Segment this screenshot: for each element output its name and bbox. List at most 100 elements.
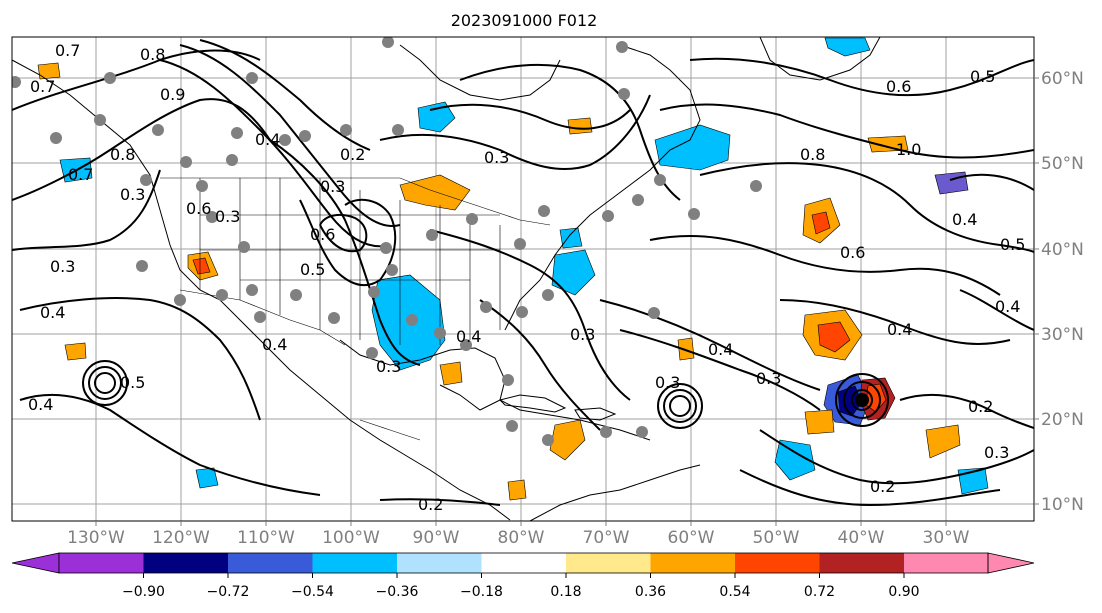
- borders: [160, 177, 551, 441]
- station-marker: [506, 420, 518, 432]
- contour-label: 0.4: [995, 297, 1020, 316]
- contour-label: 0.2: [418, 495, 443, 514]
- lat-label: 10°N: [1041, 495, 1084, 515]
- station-marker: [196, 180, 208, 192]
- shaded-positive: [64, 342, 87, 361]
- colorbar-tick-label: 0.72: [804, 584, 835, 600]
- contour-line: [12, 169, 161, 251]
- contour-line: [299, 198, 397, 287]
- shaded-positive-strong: [192, 257, 211, 275]
- cyclone-ring: [82, 360, 128, 406]
- contour-label: 0.6: [840, 243, 865, 262]
- contour-line: [739, 469, 1001, 507]
- station-marker: [174, 294, 186, 306]
- contour-label: 0.5: [1000, 235, 1025, 254]
- lon-label: 80°W: [498, 528, 545, 548]
- contour-line: [12, 49, 261, 111]
- station-marker: [368, 286, 380, 298]
- contour-line: [319, 213, 368, 253]
- contour-label: 0.6: [886, 77, 911, 96]
- contour-line: [179, 44, 401, 227]
- contour-label: 0.3: [320, 177, 345, 196]
- contour-line: [949, 173, 1034, 191]
- lon-label: 50°W: [753, 528, 800, 548]
- coastline-atlantic: [504, 44, 701, 331]
- colorbar-tick-label: −0.36: [376, 584, 419, 600]
- contour-label: 0.4: [887, 320, 912, 339]
- contour-label: 0.5: [120, 373, 145, 392]
- coastline-gulf: [339, 339, 506, 411]
- lon-label: 130°W: [67, 528, 125, 548]
- colorbar-extend-max: [987, 552, 1035, 574]
- contour-label: 0.3: [984, 443, 1009, 462]
- contour-label: 0.4: [708, 340, 733, 359]
- contour-label: 0.8: [110, 145, 135, 164]
- latitude-labels: 60°N 50°N 40°N 30°N 20°N 10°N: [1041, 69, 1084, 515]
- station-marker: [502, 374, 514, 386]
- contour-label: 0.4: [456, 327, 481, 346]
- station-marker: [246, 284, 258, 296]
- station-marker: [542, 289, 554, 301]
- lon-label: 40°W: [838, 528, 885, 548]
- cyclone-ring: [835, 373, 889, 427]
- station-marker: [480, 301, 492, 313]
- shaded-positive: [507, 479, 527, 501]
- station-marker: [246, 72, 258, 84]
- station-marker: [254, 311, 266, 323]
- contour-label: 0.3: [655, 373, 680, 392]
- colorbar: −0.90 −0.72 −0.54 −0.36 −0.18 0.18 0.36 …: [11, 552, 1035, 600]
- station-marker: [340, 124, 352, 136]
- station-marker: [466, 213, 478, 225]
- station-markers: [12, 37, 762, 446]
- lat-label: 50°N: [1041, 154, 1084, 174]
- colorbar-segment: [819, 553, 904, 573]
- station-marker: [152, 124, 164, 136]
- station-marker: [602, 210, 614, 222]
- contour-line: [19, 393, 321, 496]
- lon-label: 120°W: [152, 528, 210, 548]
- station-marker: [279, 134, 291, 146]
- cyclone-ring: [657, 383, 703, 429]
- contour-line: [429, 103, 631, 130]
- contour-lines: [12, 39, 1034, 507]
- contour-label: 0.2: [968, 397, 993, 416]
- station-marker: [426, 229, 438, 241]
- colorbar-segment: [650, 553, 735, 573]
- station-marker: [632, 194, 644, 206]
- station-marker: [618, 88, 630, 100]
- colorbar-segment: [904, 553, 988, 573]
- coastlines: [12, 37, 881, 521]
- shaded-positive: [567, 117, 593, 135]
- station-marker: [290, 289, 302, 301]
- station-marker: [616, 41, 628, 53]
- station-marker: [231, 127, 243, 139]
- state-lines: [199, 178, 501, 345]
- station-marker: [216, 289, 228, 301]
- colorbar-tick-label: 0.54: [719, 584, 750, 600]
- contour-label: 0.3: [570, 325, 595, 344]
- colorbar-border: [58, 552, 989, 574]
- contour-label: 1.0: [896, 140, 921, 159]
- station-marker: [226, 154, 238, 166]
- colorbar-segment: [566, 553, 651, 573]
- contour-line: [479, 299, 601, 431]
- station-marker: [636, 426, 648, 438]
- colorbar-tick-labels: −0.90 −0.72 −0.54 −0.36 −0.18 0.18 0.36 …: [122, 584, 920, 600]
- cyclone-ring: [843, 381, 881, 419]
- contour-label: 0.2: [870, 477, 895, 496]
- shaded-positive-strong: [811, 211, 831, 235]
- contour-label: 0.3: [756, 369, 781, 388]
- lon-label: 70°W: [583, 528, 630, 548]
- contour-line: [899, 393, 1034, 429]
- station-marker: [382, 37, 394, 48]
- contour-line: [759, 429, 1034, 485]
- contour-label: 0.8: [800, 145, 825, 164]
- contour-line: [649, 235, 1001, 296]
- shaded-negative: [774, 439, 816, 481]
- contour-line: [599, 299, 821, 391]
- coastline-pacific: [12, 59, 511, 521]
- shaded-positive: [677, 337, 695, 361]
- map-background: [12, 37, 1034, 521]
- shaded-regions: [37, 37, 989, 501]
